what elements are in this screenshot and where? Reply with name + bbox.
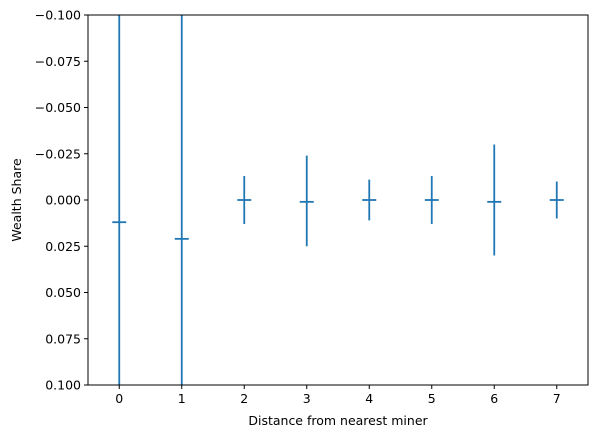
y-tick-label: 0.050 xyxy=(45,285,81,300)
x-axis-label: Distance from nearest miner xyxy=(248,413,428,428)
y-tick-label: 0.000 xyxy=(45,193,81,208)
x-tick-label: 1 xyxy=(178,391,186,406)
plot-marks xyxy=(112,15,564,385)
y-tick-label: 0.100 xyxy=(45,378,81,393)
x-tick-label: 7 xyxy=(553,391,561,406)
y-axis-label: Wealth Share xyxy=(9,158,24,242)
x-tick-label: 5 xyxy=(428,391,436,406)
x-axis: 0 1 2 3 4 5 6 7 xyxy=(115,385,561,406)
y-tick-label: 0.075 xyxy=(45,331,81,346)
y-tick-label: −0.025 xyxy=(35,146,81,161)
y-tick-label: 0.025 xyxy=(45,239,81,254)
y-tick-label: −0.100 xyxy=(35,8,81,23)
y-tick-label: −0.075 xyxy=(35,54,81,69)
x-tick-label: 0 xyxy=(115,391,123,406)
x-tick-label: 6 xyxy=(490,391,498,406)
x-tick-label: 2 xyxy=(240,391,248,406)
x-tick-label: 3 xyxy=(303,391,311,406)
y-tick-label: −0.050 xyxy=(35,100,81,115)
y-axis: −0.100 −0.075 −0.050 −0.025 0.000 0.025 0.050 0… xyxy=(35,8,88,393)
x-tick-label: 4 xyxy=(365,391,373,406)
